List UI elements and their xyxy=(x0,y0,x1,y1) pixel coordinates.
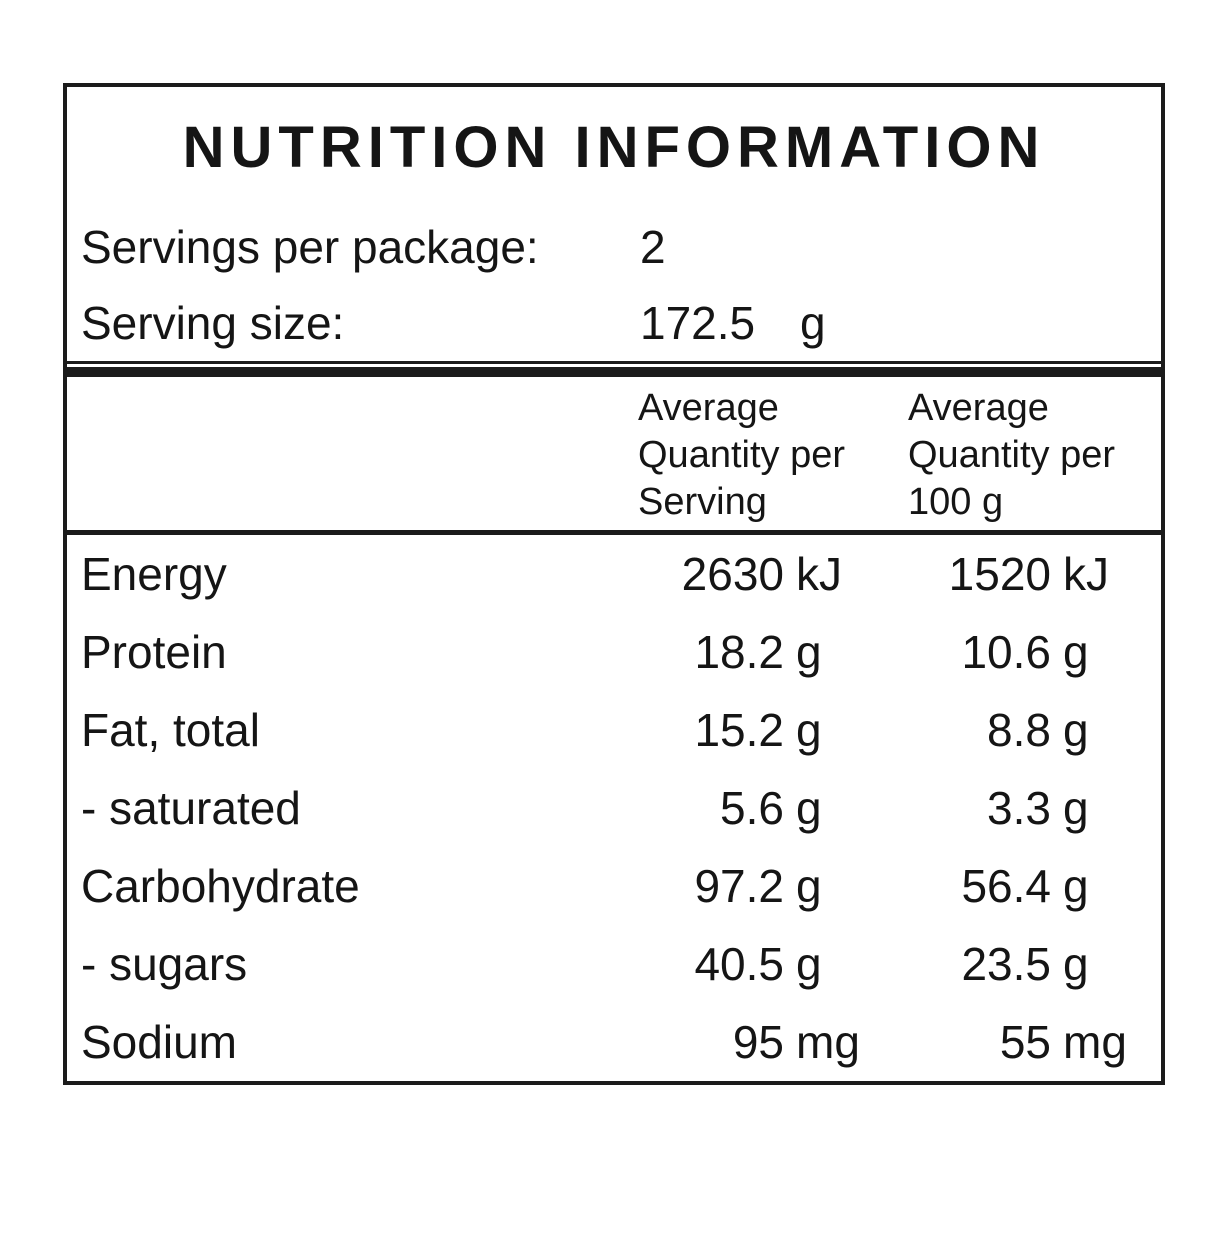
nutrient-label: - saturated xyxy=(81,782,301,834)
table-row-carbohydrate: Carbohydrate 97.2 g 56.4 g xyxy=(67,847,1161,925)
per-serving-unit: g xyxy=(796,782,822,834)
per-100g-cell: 3.3 g xyxy=(894,781,1161,835)
serving-size-label: Serving size: xyxy=(81,297,345,349)
per-serving-unit: g xyxy=(796,860,822,912)
per-100g-unit: g xyxy=(1063,626,1089,678)
table-row-energy: Energy 2630 kJ 1520 kJ xyxy=(67,535,1161,613)
nutrient-label: Energy xyxy=(81,548,227,600)
per-serving-unit: mg xyxy=(796,1016,860,1068)
per-100g-cell: 56.4 g xyxy=(894,859,1161,913)
per-100g-value: 55 xyxy=(999,1016,1051,1068)
per-100g-value: 1520 xyxy=(948,548,1051,600)
per-100g-unit: g xyxy=(1063,704,1089,756)
per-serving-cell: 2630 kJ xyxy=(624,547,894,601)
panel-top-section: NUTRITION INFORMATION Servings per packa… xyxy=(67,87,1161,364)
panel-title: NUTRITION INFORMATION xyxy=(182,115,1046,180)
per-serving-value: 97.2 xyxy=(694,860,784,912)
column-header-row: Average Quantity per Serving Average Qua… xyxy=(67,377,1161,530)
per-100g-unit: g xyxy=(1063,938,1089,990)
serving-size-amount: 172.5 xyxy=(640,297,756,349)
per-100g-cell: 8.8 g xyxy=(894,703,1161,757)
rule-gap xyxy=(67,364,1161,367)
per-100g-unit: mg xyxy=(1063,1016,1127,1068)
per-serving-value: 5.6 xyxy=(720,782,784,834)
per-100g-unit: g xyxy=(1063,860,1089,912)
table-row-fat-total: Fat, total 15.2 g 8.8 g xyxy=(67,691,1161,769)
nutrient-label: - sugars xyxy=(81,938,248,990)
servings-per-package-label: Servings per package: xyxy=(81,221,539,273)
per-serving-unit: g xyxy=(796,626,822,678)
nutrient-table-body: Energy 2630 kJ 1520 kJ Protein 18.2 g 10… xyxy=(67,535,1161,1081)
per-serving-cell: 15.2 g xyxy=(624,703,894,757)
nutrient-label: Carbohydrate xyxy=(81,860,360,912)
servings-per-package-value: 2 xyxy=(624,220,1161,274)
header-divider-rule xyxy=(67,530,1161,535)
per-100g-cell: 10.6 g xyxy=(894,625,1161,679)
per-100g-cell: 55 mg xyxy=(894,1015,1161,1069)
serving-size-unit: g xyxy=(800,297,826,349)
per-100g-unit: g xyxy=(1063,782,1089,834)
per-serving-value: 2630 xyxy=(681,548,784,600)
per-serving-value: 15.2 xyxy=(694,704,784,756)
per-serving-value: 40.5 xyxy=(694,938,784,990)
per-serving-value: 18.2 xyxy=(694,626,784,678)
per-serving-column-header: Average Quantity per Serving xyxy=(638,387,845,523)
per-serving-cell: 18.2 g xyxy=(624,625,894,679)
per-100g-unit: kJ xyxy=(1063,548,1109,600)
per-100g-cell: 23.5 g xyxy=(894,937,1161,991)
thick-divider-rule xyxy=(67,367,1161,377)
per-serving-cell: 40.5 g xyxy=(624,937,894,991)
serving-size-value: 172.5 g xyxy=(624,296,1161,350)
per-serving-value: 95 xyxy=(732,1016,784,1068)
per-serving-cell: 5.6 g xyxy=(624,781,894,835)
per-100g-value: 56.4 xyxy=(961,860,1051,912)
per-100g-value: 23.5 xyxy=(961,938,1051,990)
per-100g-cell: 1520 kJ xyxy=(894,547,1161,601)
nutrition-information-panel: NUTRITION INFORMATION Servings per packa… xyxy=(63,83,1165,1085)
per-serving-unit: kJ xyxy=(796,548,842,600)
per-serving-cell: 95 mg xyxy=(624,1015,894,1069)
per-100g-column-header: Average Quantity per 100 g xyxy=(908,387,1115,523)
per-serving-unit: g xyxy=(796,938,822,990)
table-row-protein: Protein 18.2 g 10.6 g xyxy=(67,613,1161,691)
nutrient-label: Fat, total xyxy=(81,704,260,756)
nutrient-label: Sodium xyxy=(81,1016,237,1068)
nutrient-column-header-spacer xyxy=(67,385,624,526)
table-row-sodium: Sodium 95 mg 55 mg xyxy=(67,1003,1161,1081)
servings-count: 2 xyxy=(640,221,666,273)
serving-size-row: Serving size: 172.5 g xyxy=(67,285,1161,361)
per-100g-value: 3.3 xyxy=(987,782,1051,834)
nutrient-label: Protein xyxy=(81,626,227,678)
per-100g-value: 8.8 xyxy=(987,704,1051,756)
table-row-saturated-fat: - saturated 5.6 g 3.3 g xyxy=(67,769,1161,847)
per-100g-value: 10.6 xyxy=(961,626,1051,678)
per-serving-unit: g xyxy=(796,704,822,756)
table-row-sugars: - sugars 40.5 g 23.5 g xyxy=(67,925,1161,1003)
per-serving-cell: 97.2 g xyxy=(624,859,894,913)
servings-per-package-row: Servings per package: 2 xyxy=(67,209,1161,285)
